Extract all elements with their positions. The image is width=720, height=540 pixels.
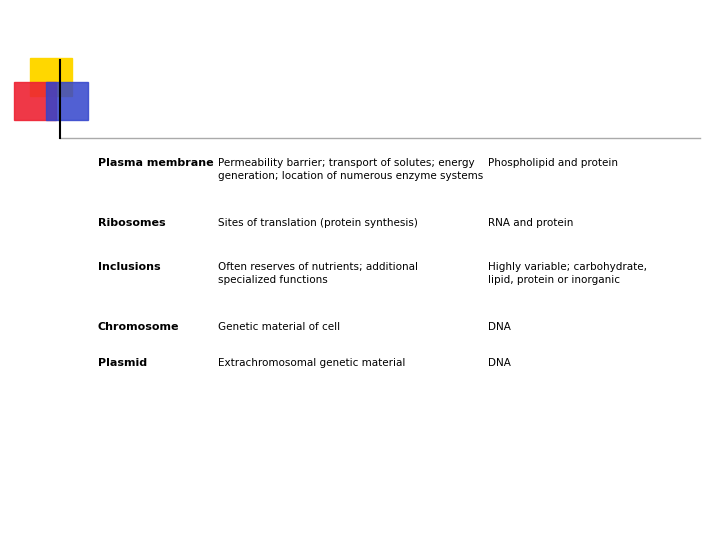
- Text: Ribosomes: Ribosomes: [98, 218, 166, 228]
- Text: RNA and protein: RNA and protein: [488, 218, 573, 228]
- Text: Inclusions: Inclusions: [98, 262, 161, 272]
- Text: Sites of translation (protein synthesis): Sites of translation (protein synthesis): [218, 218, 418, 228]
- Text: DNA: DNA: [488, 322, 511, 332]
- Text: Permeability barrier; transport of solutes; energy
generation; location of numer: Permeability barrier; transport of solut…: [218, 158, 483, 181]
- Text: Chromosome: Chromosome: [98, 322, 179, 332]
- Bar: [30, 58, 72, 96]
- Text: DNA: DNA: [488, 358, 511, 368]
- Text: Often reserves of nutrients; additional
specialized functions: Often reserves of nutrients; additional …: [218, 262, 418, 285]
- Text: Extrachromosomal genetic material: Extrachromosomal genetic material: [218, 358, 405, 368]
- Text: Genetic material of cell: Genetic material of cell: [218, 322, 340, 332]
- Bar: [14, 82, 56, 120]
- Text: Highly variable; carbohydrate,
lipid, protein or inorganic: Highly variable; carbohydrate, lipid, pr…: [488, 262, 647, 285]
- Text: Plasma membrane: Plasma membrane: [98, 158, 214, 168]
- Text: Plasmid: Plasmid: [98, 358, 147, 368]
- Bar: [46, 82, 88, 120]
- Text: Phospholipid and protein: Phospholipid and protein: [488, 158, 618, 168]
